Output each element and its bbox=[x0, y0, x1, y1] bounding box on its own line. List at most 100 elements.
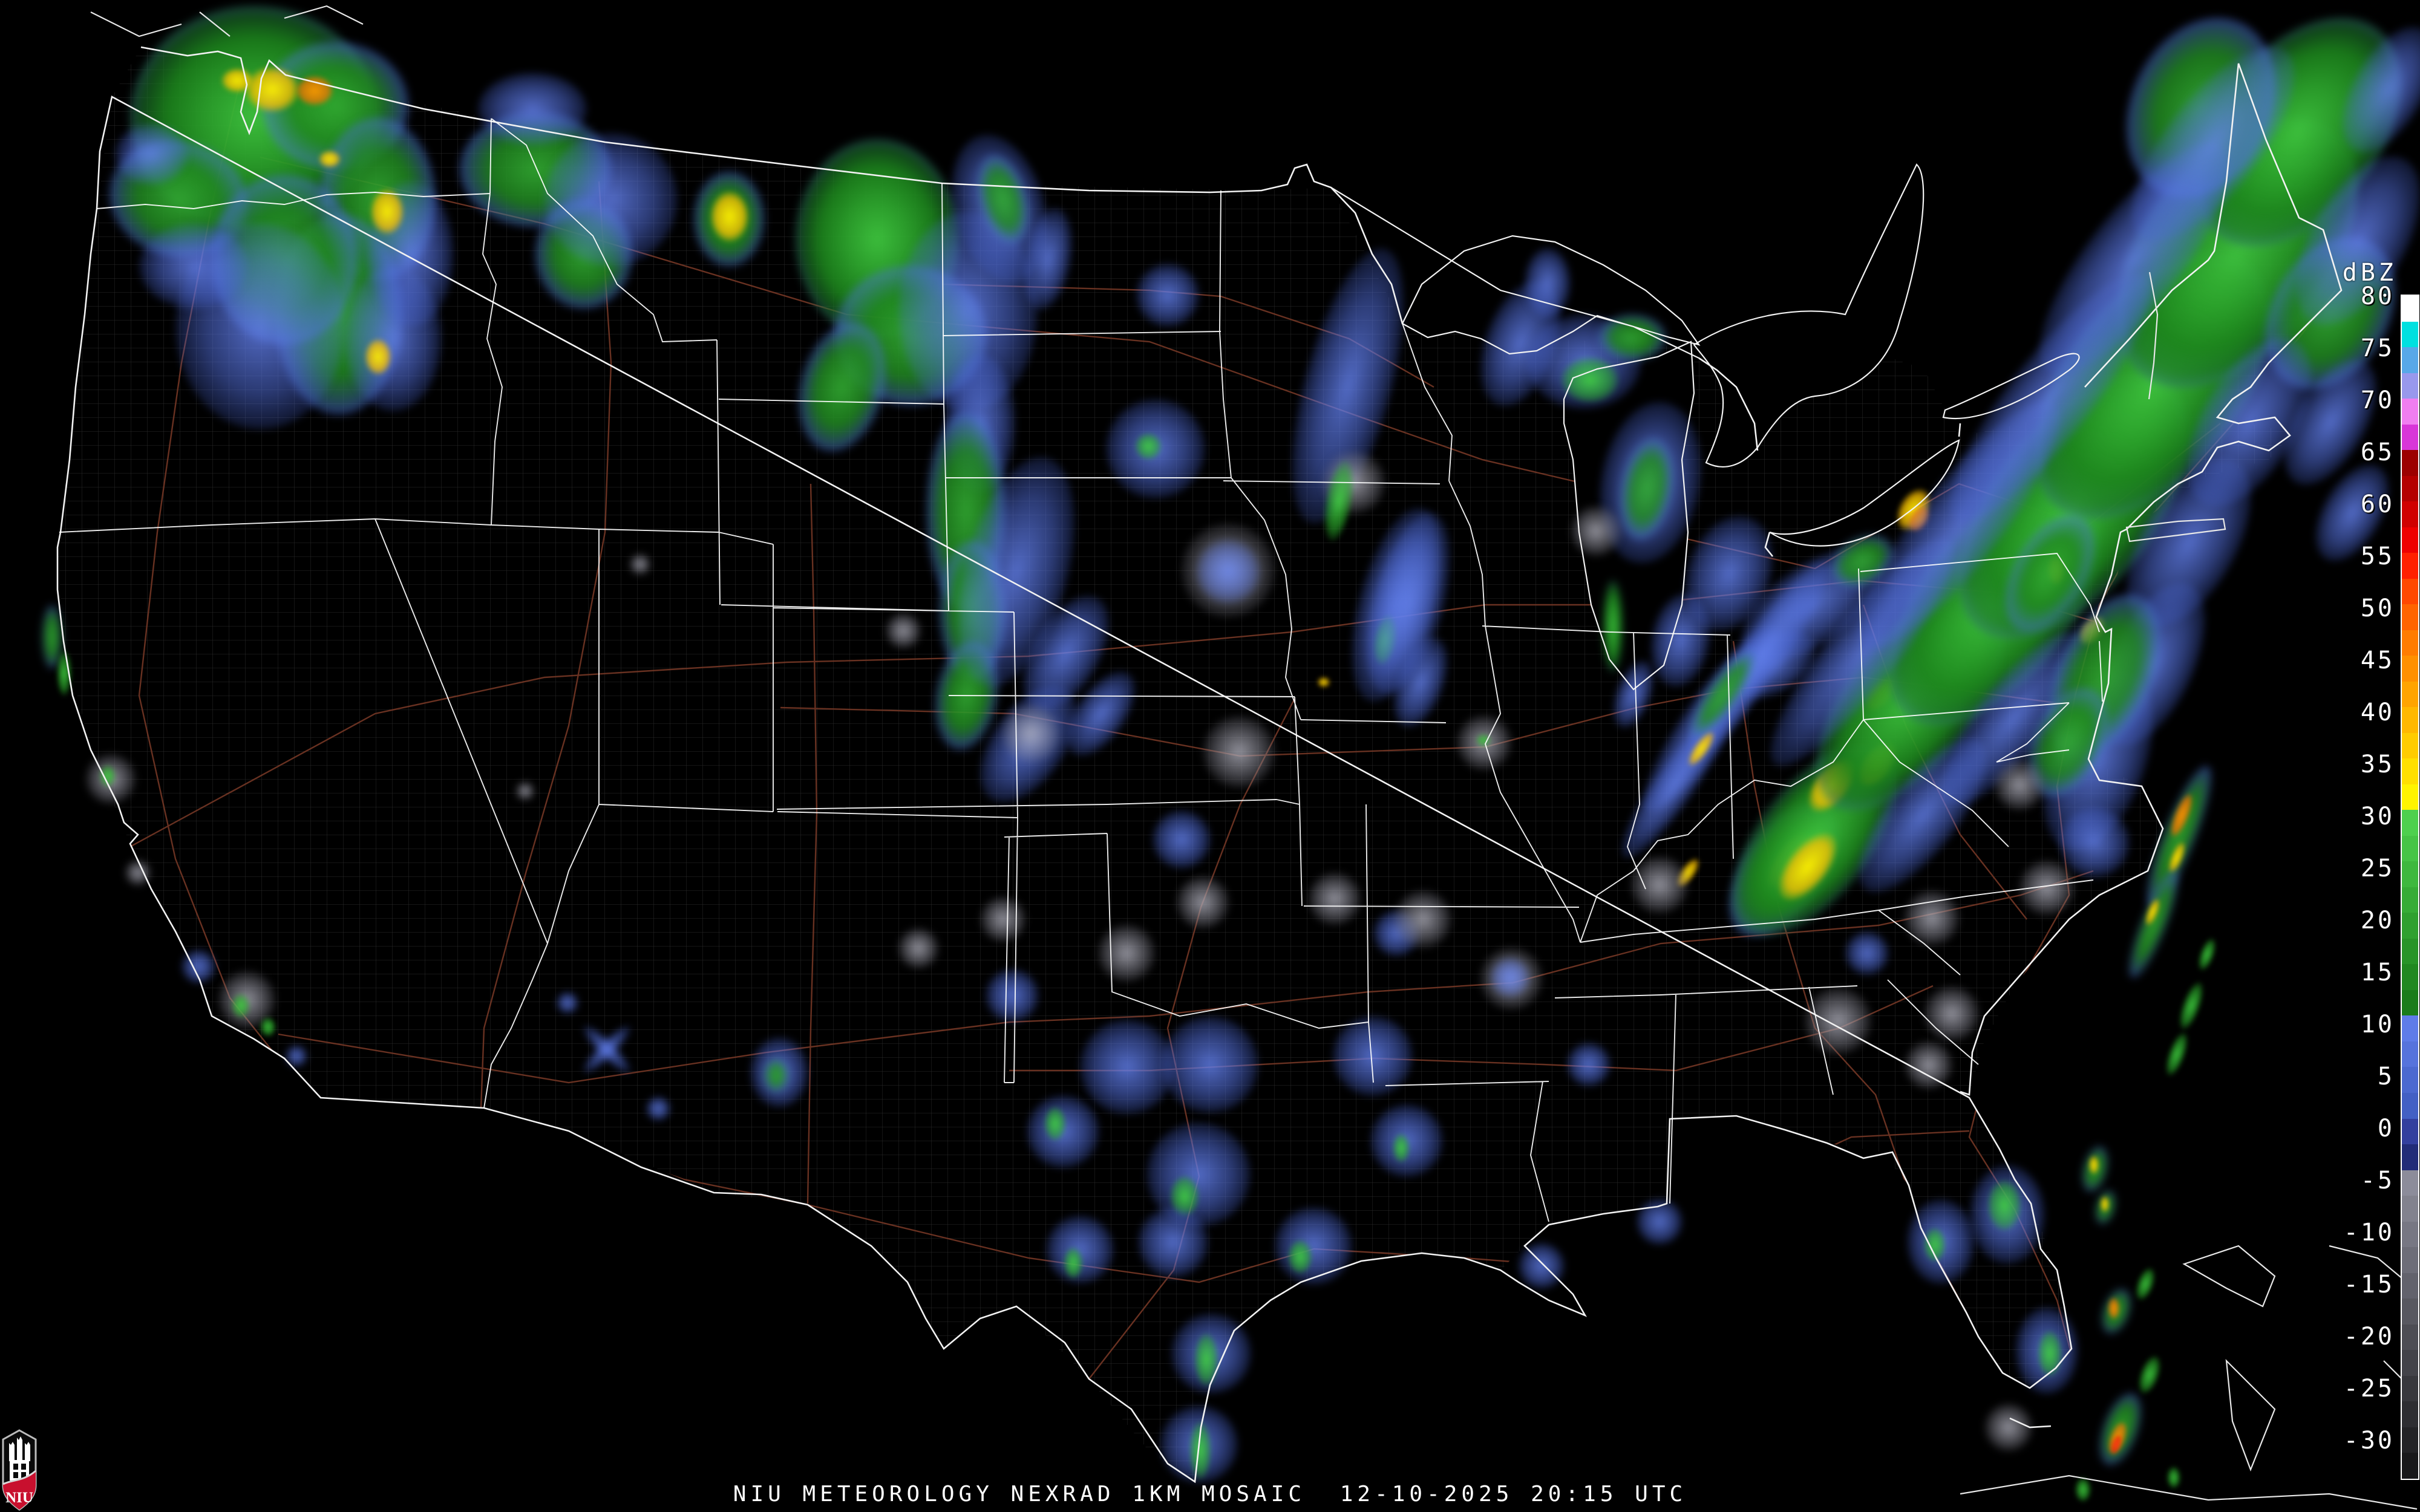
radar-echo-cell bbox=[885, 613, 921, 649]
colorbar-segment bbox=[2402, 475, 2418, 502]
radar-echo-cell bbox=[1203, 715, 1275, 788]
radar-echo-cell bbox=[1002, 705, 1060, 763]
radar-echo-cell bbox=[1476, 734, 1491, 746]
radar-echo-cell bbox=[115, 124, 188, 184]
radar-echo-cell bbox=[646, 1097, 670, 1121]
radar-echo-cell bbox=[1491, 958, 1529, 997]
colorbar-tick-80: 80 bbox=[2360, 282, 2395, 310]
colorbar-tick-5: 5 bbox=[2377, 1063, 2395, 1090]
radar-echo-cell bbox=[1333, 1016, 1413, 1096]
colorbar-segment bbox=[2402, 656, 2418, 682]
radar-echo-cell bbox=[2101, 1196, 2109, 1212]
colorbar-segment bbox=[2402, 296, 2418, 322]
niu-castle-icon bbox=[9, 1436, 30, 1481]
radar-echo-cell bbox=[1135, 433, 1162, 460]
colorbar-tick-45: 45 bbox=[2360, 647, 2395, 674]
colorbar-tick-55: 55 bbox=[2360, 543, 2395, 570]
colorbar-segment bbox=[2402, 784, 2418, 810]
colorbar-segment bbox=[2402, 887, 2418, 913]
colorbar-segment bbox=[2402, 861, 2418, 887]
radar-echo-cell bbox=[1097, 924, 1156, 982]
colorbar-segment bbox=[2402, 630, 2418, 656]
colorbar-segment bbox=[2402, 1067, 2418, 1093]
colorbar-segment bbox=[2402, 1118, 2418, 1145]
radar-echo-cell bbox=[1904, 890, 1960, 946]
radar-echo-cell bbox=[1905, 1041, 1953, 1089]
colorbar-segment bbox=[2402, 347, 2418, 373]
radar-echo-cell bbox=[515, 781, 535, 801]
colorbar-tick-35: 35 bbox=[2360, 751, 2395, 778]
radar-echo-cell bbox=[544, 133, 678, 266]
colorbar-segment bbox=[2402, 1221, 2418, 1248]
caption-datetime: 12-10-2025 20:15 UTC bbox=[1339, 1482, 1687, 1507]
colorbar-segment bbox=[2402, 964, 2418, 990]
radar-echo-cell bbox=[1525, 248, 1571, 318]
colorbar-segment bbox=[2402, 1401, 2418, 1427]
colorbar-tick--30: -30 bbox=[2343, 1427, 2395, 1455]
colorbar-segment bbox=[2402, 681, 2418, 708]
colorbar-segment bbox=[2402, 1015, 2418, 1041]
radar-echo-cell bbox=[1138, 1207, 1208, 1277]
islands-foreign-coasts bbox=[90, 5, 2418, 1510]
colorbar-segment bbox=[2402, 373, 2418, 399]
radar-echo-cell bbox=[1136, 264, 1199, 327]
radar-echo-cell bbox=[139, 224, 248, 308]
radar-echo-cell bbox=[557, 992, 578, 1014]
radar-echo-cell bbox=[1567, 1043, 1611, 1086]
colorbar-segment bbox=[2402, 1324, 2418, 1351]
niu-logo-text: NIU bbox=[5, 1490, 33, 1506]
colorbar-tick--25: -25 bbox=[2343, 1375, 2395, 1403]
colorbar-segment bbox=[2402, 1453, 2418, 1479]
colorbar-segment bbox=[2402, 913, 2418, 939]
colorbar-tick-60: 60 bbox=[2360, 490, 2395, 518]
radar-echo-cell bbox=[710, 191, 749, 242]
radar-echo-cell bbox=[260, 1017, 276, 1037]
radar-echo-cell bbox=[319, 151, 341, 168]
radar-echo-cell bbox=[1308, 872, 1361, 925]
colorbar-segment bbox=[2402, 1041, 2418, 1067]
colorbar-segment bbox=[2402, 938, 2418, 965]
radar-echo-cell bbox=[221, 68, 253, 93]
niu-logo: NIU bbox=[2, 1429, 37, 1511]
colorbar-segment bbox=[2402, 553, 2418, 579]
radar-echo-cell bbox=[478, 73, 587, 145]
radar-echo-cell bbox=[1394, 890, 1452, 948]
radar-echo-cell bbox=[296, 76, 333, 105]
colorbar-tick--20: -20 bbox=[2343, 1323, 2395, 1351]
colorbar bbox=[2401, 295, 2419, 1480]
radar-echo-cell bbox=[1044, 1107, 1066, 1141]
colorbar-tick-10: 10 bbox=[2360, 1011, 2395, 1038]
colorbar-tick-30: 30 bbox=[2360, 803, 2395, 830]
colorbar-segment bbox=[2402, 578, 2418, 605]
radar-echo-cell bbox=[1845, 931, 1889, 975]
colorbar-segment bbox=[2402, 1092, 2418, 1119]
radar-echo-cell bbox=[764, 1058, 788, 1092]
radar-echo-cell bbox=[1275, 1207, 1352, 1285]
colorbar-segment bbox=[2402, 989, 2418, 1016]
colorbar-segment bbox=[2402, 707, 2418, 733]
radar-echo-cell bbox=[1804, 987, 1872, 1055]
colorbar-segment bbox=[2402, 1247, 2418, 1273]
radar-echo-cell bbox=[980, 896, 1026, 942]
colorbar-scale bbox=[2402, 296, 2418, 1479]
radar-echo-cell bbox=[986, 969, 1039, 1022]
radar-echo-cell bbox=[1176, 876, 1229, 929]
colorbar-tick-75: 75 bbox=[2360, 334, 2395, 362]
lake-shorelines bbox=[1330, 163, 2080, 691]
colorbar-tick-0: 0 bbox=[2377, 1115, 2395, 1142]
colorbar-segment bbox=[2402, 1196, 2418, 1222]
colorbar-segment bbox=[2402, 835, 2418, 862]
radar-echo-cell bbox=[1924, 986, 1980, 1041]
colorbar-tick-40: 40 bbox=[2360, 699, 2395, 726]
radar-echo-cell bbox=[232, 994, 250, 1018]
colorbar-segment bbox=[2402, 810, 2418, 836]
radar-echo-cell bbox=[1561, 357, 1619, 403]
colorbar-segment bbox=[2402, 1427, 2418, 1453]
colorbar-segment bbox=[2402, 758, 2418, 784]
radar-echo-cell bbox=[365, 339, 391, 375]
colorbar-tick--10: -10 bbox=[2343, 1219, 2395, 1246]
radar-echo-cell bbox=[2059, 807, 2130, 878]
radar-echo-cell bbox=[1603, 581, 1623, 671]
